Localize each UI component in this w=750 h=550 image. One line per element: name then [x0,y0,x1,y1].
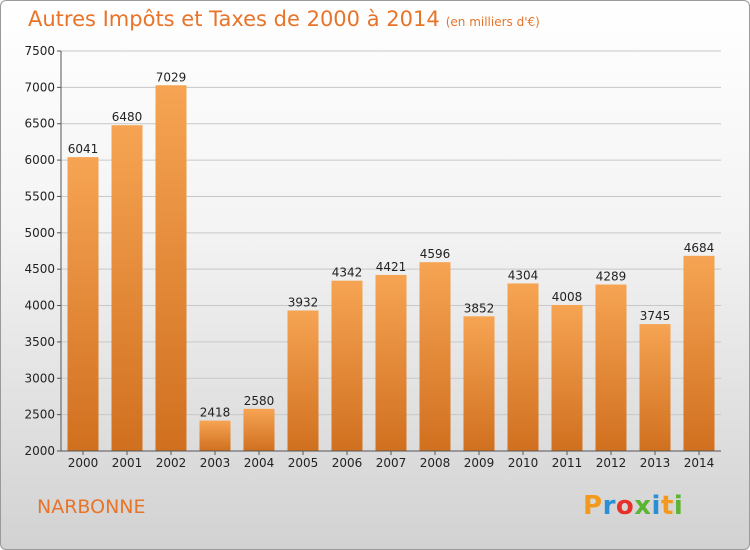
x-tick-label: 2009 [464,456,495,470]
bar [331,280,363,451]
x-tick-label: 2011 [552,456,583,470]
bar [683,255,715,451]
chart-title: Autres Impôts et Taxes de 2000 à 2014 (en… [28,7,540,31]
data-label: 6041 [68,142,99,156]
logo-letter: P [583,491,603,521]
x-tick-label: 2000 [68,456,99,470]
data-label: 4421 [376,260,407,274]
bar [243,408,275,451]
y-tick-label: 7000 [24,80,55,94]
bar [111,125,143,451]
y-tick-label: 6500 [24,117,55,131]
y-tick-label: 4500 [24,262,55,276]
data-label: 4684 [684,241,715,255]
data-label: 3932 [288,295,319,309]
y-tick-label: 5000 [24,226,55,240]
bar [419,262,451,451]
unit-label: (en milliers d'€) [445,15,540,29]
data-label: 3852 [464,301,495,315]
y-tick-label: 3000 [24,371,55,385]
y-tick-label: 5500 [24,189,55,203]
data-label: 6480 [112,110,143,124]
logo-letter: i [673,491,684,521]
x-tick-label: 2013 [640,456,671,470]
y-tick-label: 4000 [24,299,55,313]
bar [67,157,99,452]
proxiti-logo[interactable]: Proxiti [583,491,683,521]
bar [375,274,407,451]
x-tick-label: 2003 [200,456,231,470]
x-tick-labels: 2000 2001 2002 2003 2004 2005 2006 2007 2008 2009… [68,451,715,470]
y-tick-label: 6000 [24,153,55,167]
bar [639,324,671,451]
title-text: Autres Impôts et Taxes de 2000 à 2014 [28,7,440,31]
logo-letter: o [615,491,635,521]
bar [507,283,539,451]
x-tick-label: 2007 [376,456,407,470]
logo-letter: t [660,491,674,521]
data-label: 4596 [420,247,451,261]
data-label: 4289 [596,270,627,284]
bar [595,284,627,451]
logo-letter: i [651,491,661,521]
data-label: 2580 [244,394,275,408]
y-tick-label: 2500 [24,408,55,422]
data-label: 4342 [332,266,363,280]
bar [155,85,187,451]
bar [199,420,231,451]
x-tick-label: 2008 [420,456,451,470]
x-tick-label: 2001 [112,456,143,470]
y-tick-labels: 2000 2500 3000 3500 4000 4500 5000 5500 6000 6500… [24,44,61,458]
data-label: 4304 [508,268,539,282]
data-label: 4008 [552,290,583,304]
x-tick-label: 2014 [684,456,715,470]
x-tick-label: 2002 [156,456,187,470]
x-tick-label: 2006 [332,456,363,470]
data-label: 7029 [156,70,187,84]
logo-letter: r [602,491,616,521]
x-tick-label: 2012 [596,456,627,470]
y-tick-label: 2000 [24,444,55,458]
bar [287,310,319,451]
logo-letter: x [634,491,652,521]
data-label: 3745 [640,309,671,323]
data-label: 2418 [200,406,231,420]
bar [551,304,583,451]
x-tick-label: 2010 [508,456,539,470]
city-name: NARBONNE [37,496,146,518]
y-tick-label: 7500 [24,44,55,58]
bar [463,316,495,451]
x-tick-label: 2005 [288,456,319,470]
bars [67,85,715,452]
data-labels: 6041 6480 7029 2418 2580 3932 4342 4421 4596 3852… [68,70,715,419]
y-tick-label: 3500 [24,335,55,349]
x-tick-label: 2004 [244,456,275,470]
